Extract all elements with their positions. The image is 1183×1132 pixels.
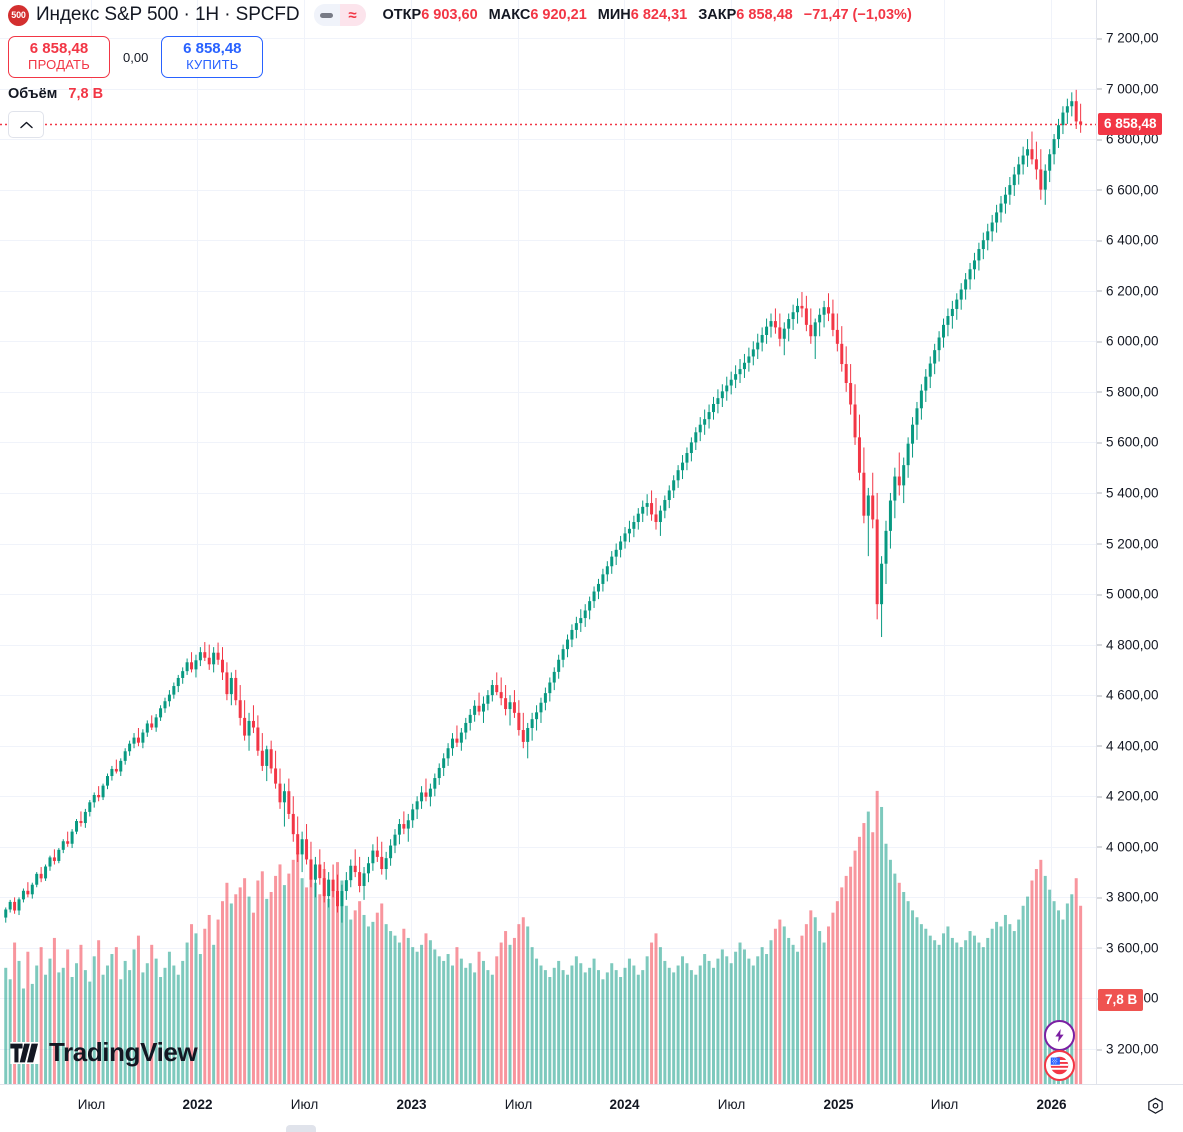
time-tick: 2024 <box>609 1097 640 1112</box>
volume-label: Объём <box>8 86 58 102</box>
volume-legend[interactable]: Объём 7,8 B <box>8 83 912 105</box>
volume-value: 7,8 B <box>68 86 104 102</box>
tick-mark <box>1097 492 1102 494</box>
close-value: 6 858,48 <box>736 7 793 23</box>
collapse-pane-button[interactable] <box>8 111 44 138</box>
price-tick: 6 400,00 <box>1097 233 1159 248</box>
volume-bars <box>4 790 1083 1085</box>
price-tick: 6 200,00 <box>1097 283 1159 298</box>
time-tick: 2025 <box>823 1097 854 1112</box>
tick-mark <box>1097 38 1102 39</box>
price-tick: 5 600,00 <box>1097 435 1159 450</box>
tick-mark <box>1097 644 1102 646</box>
price-tick: 4 000,00 <box>1097 839 1159 854</box>
trade-buttons-row: 6 858,48 ПРОДАТЬ 0,00 6 858,48 КУПИТЬ <box>8 35 912 79</box>
low-value: 6 824,31 <box>630 7 688 23</box>
open-label: ОТКР <box>382 7 422 23</box>
close-label: ЗАКР <box>698 7 737 23</box>
tradingview-logo[interactable]: TradingView <box>10 1037 198 1068</box>
us-flag-icon <box>1050 1056 1069 1075</box>
change-value: −71,47 (−1,03%) <box>803 7 912 23</box>
ohlc-values: ОТКР 6 903,60 МАКС 6 920,21 МИН 6 824,31 ЗА… <box>383 7 912 23</box>
legend-title-row: 500 Индекс S&P 500 · 1H · SPCFD ≈ ОТКР 6 … <box>8 0 912 30</box>
low-label: МИН <box>597 7 631 23</box>
price-tick: 5 200,00 <box>1097 536 1159 551</box>
price-axis[interactable]: 7 200,00 7 000,00 6 800,00 6 600,00 6 400,00… <box>1096 0 1183 1085</box>
price-tick: 3 600,00 <box>1097 940 1159 955</box>
chart-plot-area[interactable] <box>0 0 1097 1085</box>
tick-mark <box>1097 1049 1102 1050</box>
symbol-title[interactable]: Индекс S&P 500 · 1H · SPCFD <box>36 4 300 25</box>
price-tick: 4 200,00 <box>1097 789 1159 804</box>
tick-mark <box>1097 88 1102 90</box>
lightning-bolt-icon <box>1055 1028 1064 1043</box>
grid-lines <box>0 0 1097 1085</box>
chart-style-toggle[interactable]: ≈ <box>313 4 366 26</box>
tick-mark <box>1097 139 1102 141</box>
price-tick: 5 400,00 <box>1097 485 1159 500</box>
time-tick: Июл <box>290 1097 319 1112</box>
price-tick: 6 600,00 <box>1097 182 1159 197</box>
tradingview-wordmark: TradingView <box>49 1037 198 1067</box>
tradingview-mark-icon <box>10 1041 40 1064</box>
sell-price: 6 858,48 <box>29 39 89 57</box>
spread-value: 0,00 <box>123 49 149 65</box>
price-tick: 6 800,00 <box>1097 132 1159 147</box>
time-tick: 2022 <box>182 1097 213 1112</box>
sell-label: ПРОДАТЬ <box>28 56 90 72</box>
tick-mark <box>1097 341 1102 343</box>
session-button[interactable] <box>1044 1050 1075 1081</box>
candles <box>4 89 1083 923</box>
time-axis[interactable]: 21Июл2022Июл2023Июл2024Июл2025Июл2026 <box>0 1084 1183 1132</box>
tick-mark <box>1097 391 1102 393</box>
time-tick: 2023 <box>396 1097 427 1112</box>
time-tick: Июл <box>504 1097 533 1112</box>
chevron-up-icon <box>19 121 33 128</box>
tick-mark <box>1097 947 1102 949</box>
tick-mark <box>1097 442 1102 444</box>
price-tick: 4 800,00 <box>1097 637 1159 652</box>
tick-mark <box>1097 897 1102 899</box>
time-tick: Июл <box>930 1097 959 1112</box>
time-tick: 2026 <box>1036 1097 1067 1112</box>
volume-value-tag[interactable]: 7,8 B <box>1098 989 1144 1011</box>
time-tick: Июл <box>717 1097 746 1112</box>
tick-mark <box>1097 846 1102 848</box>
open-value: 6 903,60 <box>421 7 478 23</box>
wave-icon[interactable]: ≈ <box>339 4 366 26</box>
sell-button[interactable]: 6 858,48 ПРОДАТЬ <box>8 35 110 79</box>
tick-mark <box>1097 189 1102 191</box>
tick-mark <box>1097 290 1102 292</box>
gear-hexagon-icon <box>1148 1097 1163 1114</box>
tick-mark <box>1097 594 1102 596</box>
replay-button[interactable] <box>1044 1020 1075 1051</box>
candlestick-chart <box>0 0 1097 1085</box>
tick-mark <box>1097 543 1102 545</box>
price-tick: 7 000,00 <box>1097 81 1159 96</box>
current-price-tag[interactable]: 6 858,48 <box>1098 113 1162 136</box>
buy-price: 6 858,48 <box>183 39 242 57</box>
price-tick: 5 800,00 <box>1097 384 1159 399</box>
tick-mark <box>1097 796 1102 798</box>
time-scroll-handle[interactable] <box>286 1125 316 1132</box>
price-tick: 4 600,00 <box>1097 688 1159 703</box>
price-tick: 7 200,00 <box>1097 31 1159 46</box>
symbol-badge-icon: 500 <box>8 4 29 26</box>
price-tick: 4 400,00 <box>1097 738 1159 753</box>
time-tick: Июл <box>77 1097 106 1112</box>
tick-mark <box>1097 695 1102 697</box>
price-tick: 5 000,00 <box>1097 587 1159 602</box>
high-value: 6 920,21 <box>530 7 587 23</box>
buy-label: КУПИТЬ <box>186 56 239 72</box>
tick-mark <box>1097 745 1102 747</box>
price-tick: 3 200,00 <box>1097 1042 1159 1057</box>
chart-settings-button[interactable] <box>1145 1096 1166 1117</box>
chart-legend: 500 Индекс S&P 500 · 1H · SPCFD ≈ ОТКР 6 … <box>8 0 912 138</box>
tick-mark <box>1097 240 1102 242</box>
price-tick: 6 000,00 <box>1097 334 1159 349</box>
price-tick: 3 800,00 <box>1097 890 1159 905</box>
buy-button[interactable]: 6 858,48 КУПИТЬ <box>161 35 264 79</box>
minus-icon[interactable] <box>313 4 340 26</box>
high-label: МАКС <box>488 7 531 23</box>
